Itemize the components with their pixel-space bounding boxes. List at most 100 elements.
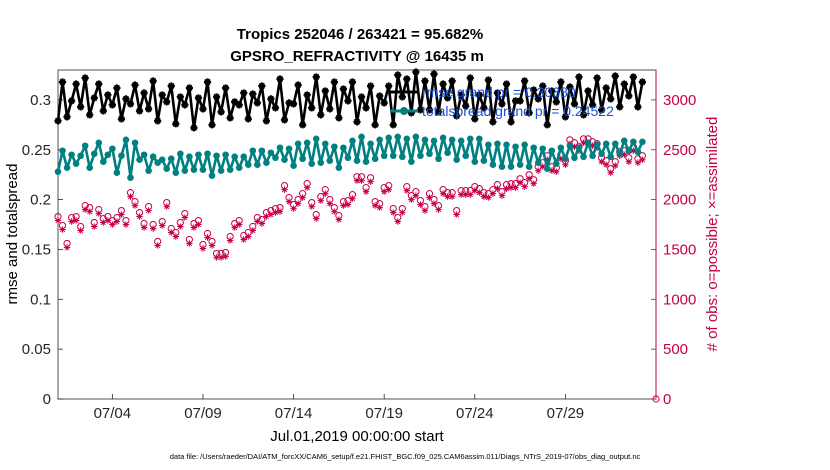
chart-title: Tropics 252046 / 263421 = 95.682% [237, 26, 483, 43]
obs-assimilated-point [172, 233, 179, 240]
rmse-point [412, 68, 420, 76]
obs-assimilated-point [562, 161, 569, 168]
totalspread-point [430, 137, 438, 145]
obs-assimilated-point [494, 185, 501, 192]
rmse-point [108, 101, 116, 109]
obs-assimilated-point [213, 254, 220, 261]
rmse-point [249, 90, 257, 98]
rmse-point [516, 97, 524, 105]
obs-assimilated-point [136, 213, 143, 220]
totalspread-point [512, 143, 519, 151]
totalspread-point [213, 152, 220, 160]
rmse-point [534, 95, 542, 103]
rmse-point [371, 121, 379, 129]
rmse-point [321, 87, 329, 95]
obs-assimilated-point [63, 244, 71, 251]
rmse-point [289, 100, 298, 108]
obs-assimilated-point [308, 203, 315, 210]
totalspread-point [426, 150, 433, 158]
totalspread-point [634, 148, 642, 156]
obs-assimilated-point [249, 227, 257, 234]
rmse-point [530, 86, 538, 94]
obs-assimilated-point [104, 217, 112, 224]
rmse-point [521, 77, 529, 85]
totalspread-point [548, 147, 556, 155]
totalspread-point [122, 136, 130, 144]
rmse-point [131, 81, 139, 89]
obs-assimilated-point [553, 168, 560, 175]
totalspread-point [503, 141, 510, 149]
legend-rmse-label: rmse grand pr = 0.30380 [422, 84, 576, 100]
rmse-point [235, 101, 243, 109]
y-axis-right-label: # of obs: o=possible; ×=assimilated [704, 117, 721, 352]
totalspread-point [349, 137, 356, 145]
obs-assimilated-point [195, 221, 202, 228]
obs-assimilated-point [516, 179, 524, 186]
rmse-point [158, 91, 166, 99]
rmse-point [258, 82, 266, 90]
totalspread-point [59, 147, 66, 155]
obs-assimilated-point [394, 218, 401, 225]
obs-assimilated-point [349, 195, 356, 202]
obs-assimilated-point [512, 184, 519, 191]
totalspread-point [208, 172, 216, 179]
rmse-line [56, 70, 644, 130]
rmse-point [570, 100, 579, 108]
obs-assimilated-point [290, 205, 297, 212]
totalspread-point [113, 169, 121, 176]
rmse-point [480, 104, 488, 112]
obs-assimilated-point [535, 167, 542, 174]
x-tick-label: 07/19 [365, 405, 403, 422]
totalspread-point [521, 141, 528, 149]
y-tick-label-left: 0.25 [22, 142, 51, 159]
rmse-point [317, 111, 325, 119]
x-tick-label: 07/04 [94, 405, 132, 422]
totalspread-point [231, 153, 238, 161]
rmse-point [407, 109, 415, 117]
totalspread-point [263, 159, 270, 167]
obs-assimilated-point [181, 214, 189, 221]
y-tick-label-right: 1500 [663, 241, 696, 258]
rmse-point [353, 118, 361, 126]
obs-assimilated-point [190, 224, 198, 231]
totalspread-point [453, 156, 460, 164]
obs-assimilated-point [91, 223, 98, 230]
totalspread-point [127, 174, 134, 181]
rmse-point [181, 101, 189, 109]
rmse-point [425, 106, 434, 114]
totalspread-point [408, 158, 415, 166]
rmse-point [579, 111, 588, 119]
totalspread-point [177, 150, 184, 158]
totalspread-point [476, 135, 483, 143]
obs-assimilated-point [358, 177, 365, 184]
obs-assimilated-point [168, 229, 175, 236]
obs-assimilated-point [231, 224, 238, 231]
obs-assimilated-point [236, 221, 243, 228]
totalspread-point [371, 155, 379, 163]
obs-assimilated-point [154, 242, 161, 249]
totalspread-point [516, 161, 524, 169]
totalspread-point [362, 158, 370, 166]
x-tick-label: 07/09 [184, 405, 222, 422]
obs-assimilated-point [113, 218, 121, 225]
y-tick-label-left: 0.3 [30, 92, 51, 109]
rmse-point [389, 121, 397, 129]
totalspread-point [276, 144, 284, 152]
obs-assimilated-point [435, 206, 442, 213]
chart-subtitle: GPSRO_REFRACTIVITY @ 16435 m [230, 48, 484, 65]
totalspread-point [562, 155, 569, 163]
obs-assimilated-point [430, 200, 438, 207]
obs-assimilated-point [208, 242, 216, 249]
rmse-point [185, 84, 193, 92]
rmse-point [566, 83, 574, 91]
totalspread-point [281, 156, 288, 164]
rmse-point [403, 75, 411, 83]
totalspread-point [195, 151, 202, 159]
obs-assimilated-point [272, 209, 279, 216]
obs-assimilated-point [607, 169, 614, 176]
rmse-point [145, 105, 153, 113]
rmse-point [471, 115, 479, 123]
obs-assimilated-point [285, 198, 293, 205]
totalspread-point [68, 151, 75, 159]
y-tick-label-right: 3000 [663, 92, 696, 109]
